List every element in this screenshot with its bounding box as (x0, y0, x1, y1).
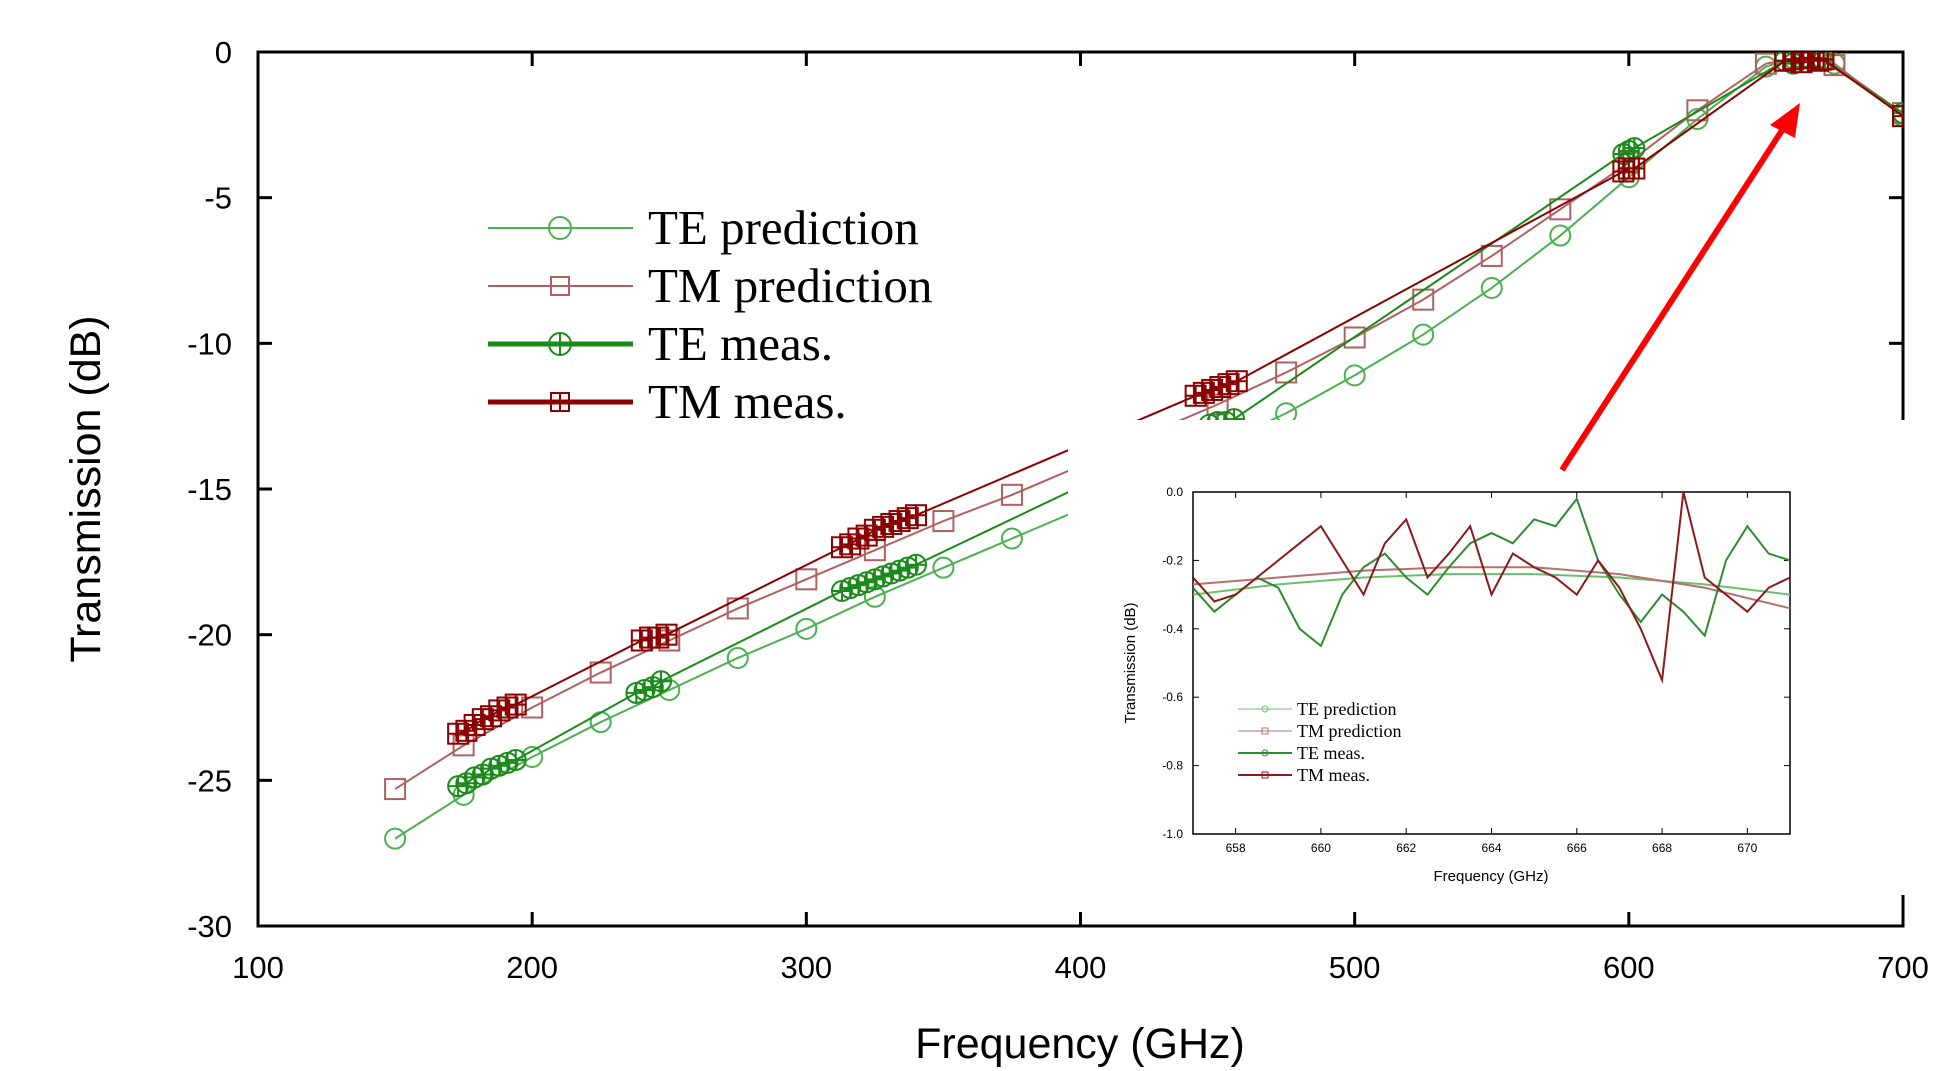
inset-y-axis-title: Transmission (dB) (1122, 602, 1139, 723)
main-x-tick-label: 400 (1055, 950, 1107, 985)
main-data-point (932, 556, 955, 579)
inset-x-tick-label: 670 (1737, 841, 1757, 855)
main-legend-label: TE prediction (648, 200, 919, 255)
main-x-tick-label: 100 (232, 950, 284, 985)
main-data-point (1549, 198, 1572, 221)
inset-legend-entry: TE prediction (1238, 699, 1396, 719)
main-data-point (726, 646, 749, 669)
inset-legend-marker (1261, 749, 1269, 757)
inset-series-layer (1193, 492, 1790, 685)
main-data-point (1686, 99, 1709, 122)
main-data-point (1480, 276, 1503, 299)
main-data-point (1343, 326, 1366, 349)
main-series-3 (447, 52, 1903, 745)
main-y-tick-label: 0 (215, 35, 232, 70)
main-x-axis-title: Frequency (GHz) (915, 1020, 1245, 1068)
inset-x-tick-label: 668 (1652, 841, 1672, 855)
main-x-tick-label: 500 (1329, 950, 1381, 985)
inset-series-2 (1193, 496, 1790, 648)
main-data-point (658, 679, 681, 702)
arrow-shaft (1559, 116, 1793, 472)
main-y-tick-label: -30 (187, 909, 232, 944)
inset-legend-entry: TM prediction (1238, 721, 1401, 741)
main-legend-label: TM meas. (648, 374, 847, 429)
main-x-tick-label: 200 (506, 950, 558, 985)
inset-x-tick-label: 660 (1311, 841, 1331, 855)
main-data-point (795, 568, 818, 591)
main-data-point (384, 827, 407, 850)
inset-legend-label: TM prediction (1297, 721, 1401, 741)
main-legend-label: TE meas. (648, 316, 833, 371)
main-data-point (932, 510, 955, 533)
inset-y-ticks: 0.0 -0.2 -0.4 -0.6 -0.8 -1.0 (1162, 485, 1790, 841)
inset-legend-label: TE meas. (1297, 743, 1365, 763)
main-data-point (1343, 364, 1366, 387)
main-x-tick-label: 300 (780, 950, 832, 985)
inset-y-tick-label: -0.2 (1162, 553, 1183, 567)
inset-legend-marker (1261, 705, 1269, 713)
main-data-point (795, 617, 818, 640)
main-legend-label: TM prediction (648, 258, 932, 313)
main-legend-entry: TE meas. (488, 316, 833, 371)
main-x-ticks: 100 200 300 400 500 600 700 (232, 52, 1929, 985)
main-y-tick-label: -25 (187, 763, 232, 798)
main-x-tick-label: 600 (1603, 950, 1655, 985)
inset-x-tick-label: 666 (1567, 841, 1587, 855)
inset-series-line (1193, 496, 1790, 648)
main-legend-entry: TE prediction (488, 200, 919, 255)
inset-series-3 (1193, 492, 1790, 685)
main-y-tick-label: -10 (187, 326, 232, 361)
main-legend-marker (550, 276, 570, 296)
main-data-point (384, 778, 407, 801)
inset-series-line (1193, 492, 1790, 685)
inset-legend-marker (1261, 727, 1269, 735)
main-y-tick-label: -5 (204, 181, 232, 216)
main-data-point (1480, 244, 1503, 267)
inset-x-ticks: 658 660 662 664 666 668 670 (1226, 492, 1758, 855)
main-y-ticks: 0 -5 -10 -15 -20 -25 -30 (187, 35, 1903, 944)
main-data-point (589, 661, 612, 684)
inset-legend-marker (1261, 771, 1269, 779)
main-y-tick-label: -15 (187, 472, 232, 507)
inset-y-tick-label: -0.4 (1162, 622, 1183, 636)
main-data-point (1549, 224, 1572, 247)
inset-legend-entry: TM meas. (1238, 765, 1370, 785)
main-y-tick-label: -20 (187, 618, 232, 653)
arrow-head (1770, 103, 1800, 138)
main-data-point (1412, 323, 1435, 346)
main-data-point (521, 696, 544, 719)
inset-x-axis-title: Frequency (GHz) (1433, 868, 1548, 885)
inset-x-tick-label: 658 (1226, 841, 1246, 855)
inset-y-tick-label: -0.8 (1162, 759, 1183, 773)
inset-legend-label: TM meas. (1297, 765, 1370, 785)
inset-background (1068, 420, 1908, 895)
inset-series-1 (1193, 566, 1790, 610)
inset-y-tick-label: 0.0 (1166, 485, 1183, 499)
inset-series-line (1193, 573, 1790, 596)
main-x-tick-label: 700 (1877, 950, 1929, 985)
main-y-axis-title: Transmission (dB) (62, 315, 110, 662)
inset-x-tick-label: 664 (1481, 841, 1501, 855)
inset-y-tick-label: -1.0 (1162, 827, 1183, 841)
inset-series-line (1193, 566, 1790, 610)
inset-legend-label: TE prediction (1297, 699, 1396, 719)
inset-x-tick-label: 662 (1396, 841, 1416, 855)
inset-y-tick-label: -0.6 (1162, 690, 1183, 704)
inset-legend-entry: TE meas. (1238, 743, 1365, 763)
main-legend-marker (548, 216, 572, 240)
pointer-arrow (1559, 103, 1800, 472)
main-legend-entry: TM prediction (488, 258, 932, 313)
main-series-layer (384, 52, 1903, 850)
inset-series-0 (1193, 573, 1790, 596)
main-legend-entry: TM meas. (488, 374, 847, 429)
main-data-point (1000, 483, 1023, 506)
main-data-point (1000, 527, 1023, 550)
